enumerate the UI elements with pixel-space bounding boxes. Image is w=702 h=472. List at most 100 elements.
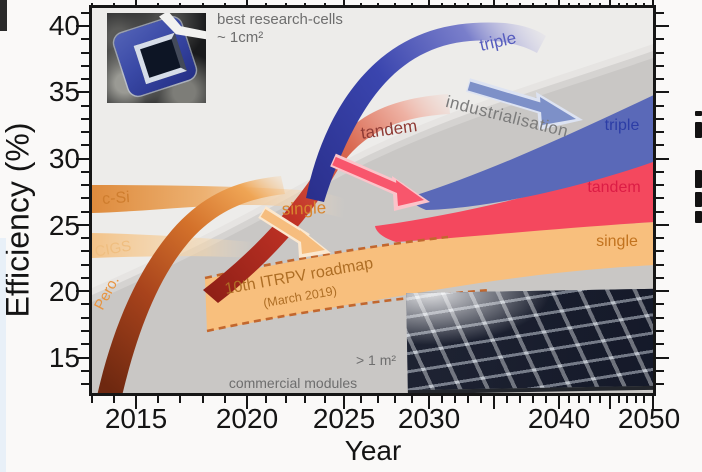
- tick-mark: [81, 64, 89, 67]
- tick-mark: [76, 25, 89, 27]
- tick-mark: [656, 343, 664, 346]
- tick-mark: [588, 396, 591, 403]
- tick-mark: [76, 91, 89, 94]
- tick-mark: [568, 3, 571, 8]
- tick-mark: [656, 197, 664, 200]
- itrpv-dashed-top: [204, 235, 449, 280]
- tandem-module-band: [375, 160, 653, 242]
- tick-mark: [76, 223, 89, 226]
- tick-mark: [246, 0, 248, 8]
- x-axis-title: Year: [344, 435, 402, 466]
- tick-mark: [532, 396, 534, 403]
- tick-mark: [656, 25, 669, 27]
- commercial-note-line2: commercial modules: [228, 375, 358, 391]
- tick-mark: [656, 78, 664, 81]
- tick-mark: [609, 396, 611, 409]
- tick-mark: [81, 343, 89, 346]
- tick-mark: [201, 3, 204, 8]
- tick-mark: [394, 3, 396, 8]
- tick-mark: [135, 0, 137, 8]
- tick-mark: [323, 3, 326, 8]
- x-tick-2050: 2050: [617, 403, 681, 434]
- tick-mark: [506, 3, 508, 8]
- tick-mark: [467, 3, 469, 8]
- tick-mark: [656, 184, 664, 187]
- tick-mark: [598, 396, 601, 403]
- triple-research-label: triple: [477, 28, 518, 55]
- tick-mark: [656, 91, 669, 94]
- tick-mark: [656, 250, 664, 253]
- x-tick-2020: 2020: [215, 403, 279, 434]
- tick-mark: [265, 3, 268, 8]
- tick-mark: [81, 303, 89, 306]
- single-module-label: single: [596, 233, 638, 250]
- y-tick-15: 15: [48, 342, 80, 373]
- tick-mark: [656, 11, 664, 14]
- tick-mark: [81, 144, 89, 147]
- tandem-research-label: tandem: [359, 116, 419, 143]
- tick-mark: [223, 3, 226, 8]
- tick-mark: [91, 396, 93, 403]
- transfer-arrow-tandem-icon: [330, 153, 430, 211]
- tick-mark: [656, 104, 664, 107]
- cropped-glyph-fragment: [695, 211, 702, 223]
- tick-mark: [578, 396, 581, 403]
- perovskite-cell-photo: [107, 13, 206, 103]
- tick-mark: [284, 396, 287, 403]
- tick-mark: [441, 3, 443, 8]
- tick-mark: [656, 51, 664, 54]
- tick-mark: [656, 276, 664, 279]
- tick-mark: [506, 396, 508, 403]
- tick-mark: [558, 396, 560, 409]
- tick-mark: [656, 329, 664, 332]
- tick-mark: [428, 396, 430, 409]
- itrpv-dashed-bottom: [206, 288, 491, 333]
- tick-mark: [81, 104, 89, 107]
- y-axis-spine: [89, 5, 92, 396]
- tick-mark: [656, 64, 664, 67]
- right-axis-spine: [653, 5, 656, 396]
- tick-mark: [617, 3, 620, 8]
- tick-mark: [81, 250, 89, 253]
- tick-mark: [441, 396, 443, 403]
- tick-mark: [76, 290, 89, 293]
- tick-mark: [656, 131, 664, 134]
- tick-mark: [493, 396, 495, 409]
- tick-mark: [135, 396, 137, 409]
- tick-mark: [81, 369, 89, 372]
- tick-mark: [81, 383, 89, 386]
- tick-mark: [81, 117, 89, 120]
- triple-research-arc: [306, 22, 546, 202]
- top-axis-spine: [89, 5, 656, 8]
- tick-mark: [480, 3, 482, 8]
- tick-mark: [480, 396, 482, 403]
- industrialisation-label: industrialisation: [443, 92, 571, 141]
- tick-mark: [113, 396, 115, 403]
- tick-mark: [81, 329, 89, 332]
- tick-mark: [588, 3, 591, 8]
- tick-mark: [617, 396, 620, 403]
- tick-mark: [454, 3, 456, 8]
- tick-mark: [394, 396, 396, 403]
- screen-edge-artifact: [0, 238, 6, 472]
- tick-mark: [81, 210, 89, 213]
- cropped-glyph-fragment: [695, 192, 702, 207]
- tick-mark: [656, 144, 664, 147]
- x-tick-2015: 2015: [104, 403, 168, 434]
- tick-mark: [76, 157, 89, 160]
- tick-mark: [545, 396, 547, 403]
- y-tick-20: 20: [48, 276, 80, 307]
- tick-mark: [643, 396, 646, 403]
- tick-mark: [113, 3, 115, 8]
- y-tick-35: 35: [48, 76, 80, 107]
- tick-mark: [634, 396, 637, 403]
- tick-mark: [91, 3, 93, 8]
- tick-mark: [411, 3, 413, 8]
- tick-mark: [568, 396, 571, 403]
- tick-mark: [656, 316, 664, 319]
- tick-mark: [360, 396, 362, 403]
- perovskite-chip-aperture: [133, 32, 187, 85]
- triple-module-label: triple: [604, 117, 640, 134]
- tick-mark: [179, 396, 182, 403]
- tick-mark: [377, 3, 379, 8]
